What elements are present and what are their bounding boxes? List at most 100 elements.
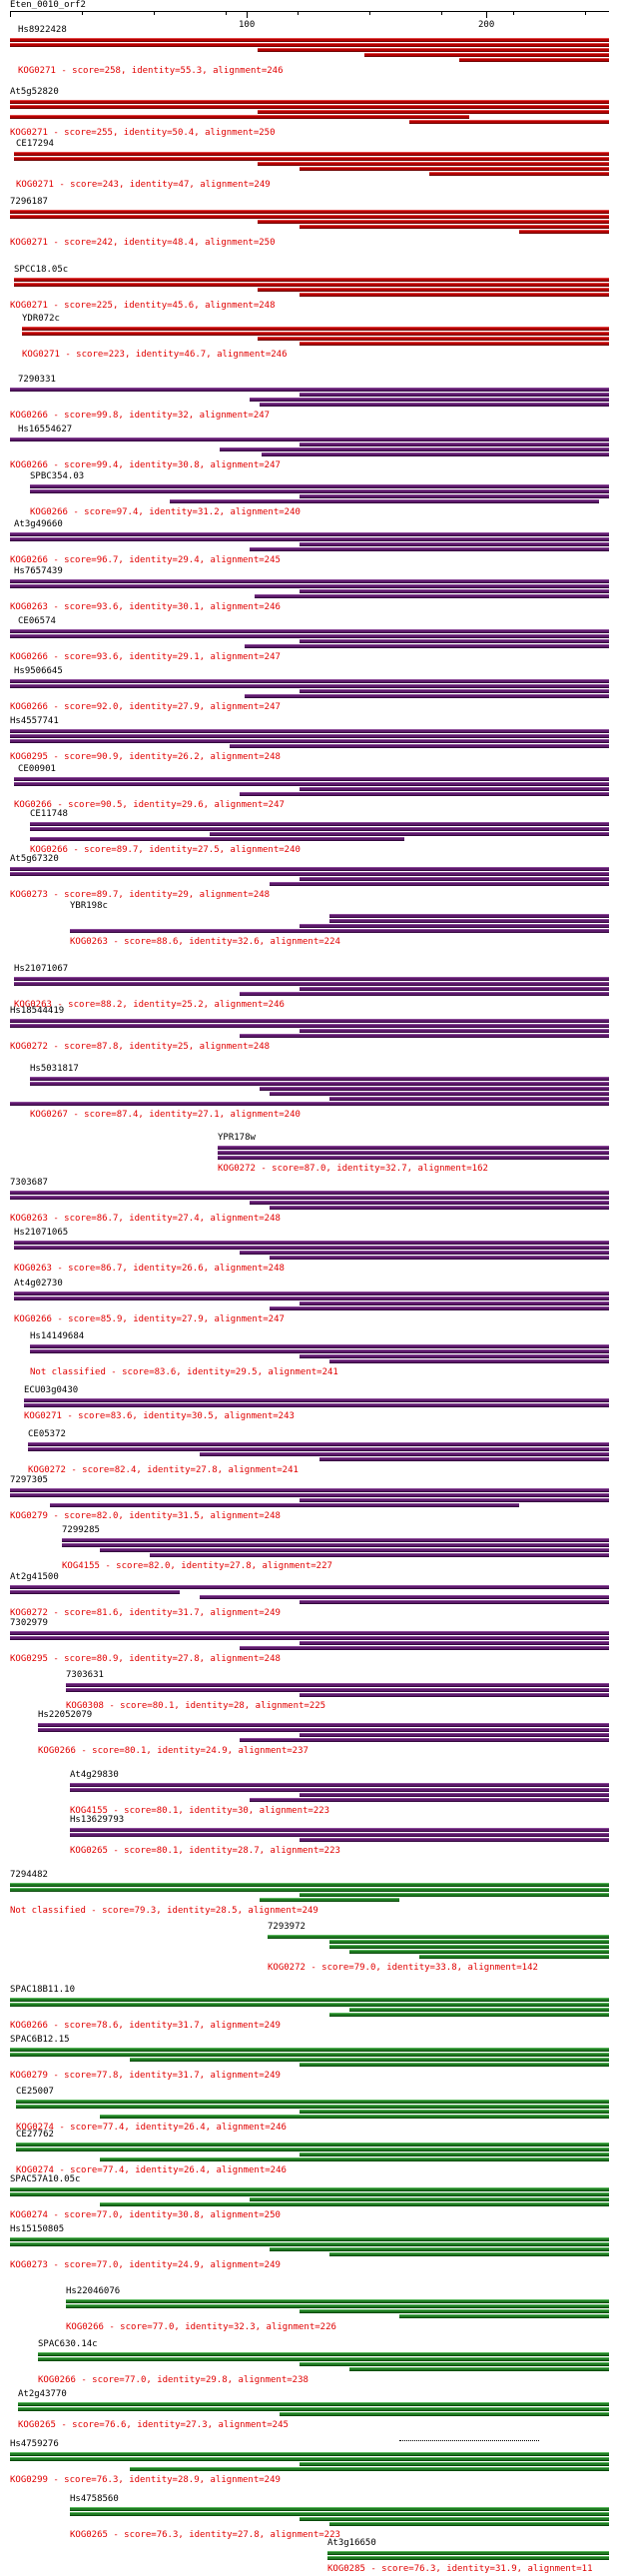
alignment-bar bbox=[245, 644, 609, 648]
hit-kog-summary: KOG0266 - score=99.8, identity=32, align… bbox=[10, 411, 271, 421]
hit-kog-summary: KOG0271 - score=242, identity=48.4, alig… bbox=[10, 238, 276, 248]
alignment-bar bbox=[260, 1898, 399, 1902]
hit-kog-summary: KOG0279 - score=77.8, identity=31.7, ali… bbox=[10, 2071, 281, 2081]
alignment-bar bbox=[10, 1585, 609, 1589]
alignment-bar bbox=[30, 1349, 609, 1353]
alignment-bar bbox=[300, 1693, 609, 1697]
alignment-bar bbox=[14, 1291, 609, 1295]
hit-kog-summary: KOG0266 - score=77.0, identity=29.8, ali… bbox=[38, 2375, 309, 2385]
alignment-bar bbox=[24, 1403, 609, 1407]
ruler-tick-label: 100 bbox=[239, 20, 256, 30]
hit-name: 7297305 bbox=[10, 1475, 48, 1485]
hit-name: SPAC57A10.05c bbox=[10, 2174, 81, 2184]
alignment-bar bbox=[399, 2314, 609, 2318]
hit-kog-summary: KOG0266 - score=97.4, identity=31.2, ali… bbox=[30, 507, 301, 517]
alignment-bar bbox=[62, 1538, 609, 1542]
alignment-bar bbox=[10, 43, 609, 47]
alignment-bar bbox=[258, 110, 609, 114]
alignment-bar bbox=[300, 924, 609, 928]
hit-kog-summary: KOG0266 - score=85.9, identity=27.9, ali… bbox=[14, 1314, 285, 1324]
alignment-bar bbox=[250, 398, 609, 402]
alignment-bar bbox=[70, 1828, 609, 1832]
alignment-bar bbox=[70, 1788, 609, 1792]
alignment-bar bbox=[409, 120, 609, 124]
alignment-bar bbox=[300, 494, 609, 498]
hit-kog-summary: KOG0274 - score=77.0, identity=30.8, ali… bbox=[10, 2210, 281, 2220]
alignment-bar bbox=[270, 1092, 609, 1096]
hit-kog-summary: KOG0308 - score=80.1, identity=28, align… bbox=[66, 1701, 326, 1711]
alignment-bar bbox=[519, 230, 609, 234]
ruler-tick bbox=[441, 11, 442, 15]
alignment-bar bbox=[329, 2252, 609, 2256]
alignment-bar bbox=[300, 442, 609, 446]
alignment-bar bbox=[10, 388, 609, 392]
alignment-bar bbox=[329, 2013, 609, 2017]
alignment-bar bbox=[300, 1600, 609, 1604]
alignment-bar bbox=[14, 152, 609, 156]
hit-name: 7299285 bbox=[62, 1525, 100, 1535]
hit-kog-summary: KOG0295 - score=80.9, identity=27.8, ali… bbox=[10, 1654, 281, 1664]
hit-name: At4g29830 bbox=[70, 1770, 119, 1780]
alignment-bar bbox=[258, 48, 609, 52]
alignment-bar bbox=[10, 2053, 609, 2057]
alignment-bar bbox=[10, 2237, 609, 2241]
ruler-tick bbox=[513, 11, 514, 15]
ruler-tick bbox=[369, 11, 370, 15]
ruler-tick bbox=[226, 11, 227, 15]
alignment-bar bbox=[150, 1553, 609, 1557]
alignment-bar bbox=[10, 2457, 609, 2461]
alignment-bar bbox=[66, 1688, 609, 1692]
hit-kog-summary: KOG0271 - score=258, identity=55.3, alig… bbox=[18, 66, 284, 76]
alignment-bar bbox=[10, 1102, 609, 1106]
alignment-bar bbox=[270, 1206, 609, 1210]
alignment-bar bbox=[10, 872, 609, 876]
alignment-bar bbox=[10, 1631, 609, 1635]
hit-name: CE06574 bbox=[18, 616, 56, 626]
alignment-bar bbox=[240, 992, 609, 996]
hit-name: CE17294 bbox=[16, 139, 54, 149]
hit-name: 7302979 bbox=[10, 1618, 48, 1628]
alignment-bar bbox=[10, 100, 609, 104]
alignment-bar bbox=[10, 679, 609, 683]
alignment-bar bbox=[10, 1998, 609, 2002]
hit-name: Hs13629793 bbox=[70, 1815, 125, 1825]
alignment-bar bbox=[16, 2105, 609, 2109]
alignment-bar bbox=[38, 1723, 609, 1727]
alignment-bar bbox=[14, 278, 609, 282]
hit-kog-summary: KOG4155 - score=80.1, identity=30, align… bbox=[70, 1806, 330, 1816]
alignment-bar bbox=[14, 977, 609, 981]
alignment-bar bbox=[327, 2556, 609, 2560]
hit-name: 7294482 bbox=[10, 1870, 48, 1880]
hit-kog-summary: KOG0274 - score=77.4, identity=26.4, ali… bbox=[16, 2165, 287, 2175]
alignment-bar bbox=[349, 2008, 609, 2012]
alignment-bar bbox=[10, 2452, 609, 2456]
alignment-bar bbox=[30, 822, 609, 826]
alignment-bar bbox=[300, 787, 609, 791]
hit-name: Hs4758560 bbox=[70, 2494, 119, 2504]
hit-name: At5g67320 bbox=[10, 854, 59, 864]
hit-kog-summary: KOG0273 - score=77.0, identity=24.9, ali… bbox=[10, 2260, 281, 2270]
alignment-bar bbox=[300, 1641, 609, 1645]
alignment-bar bbox=[230, 744, 609, 748]
alignment-bar bbox=[16, 2143, 609, 2147]
hit-name: Hs7657439 bbox=[14, 566, 63, 576]
alignment-bar bbox=[10, 1590, 180, 1594]
alignment-bar bbox=[10, 734, 609, 738]
alignment-bar bbox=[10, 1636, 609, 1640]
alignment-bar bbox=[240, 1034, 609, 1038]
hit-name: 7303687 bbox=[10, 1178, 48, 1188]
ruler-tick bbox=[585, 11, 586, 15]
alignment-bar bbox=[10, 2048, 609, 2052]
alignment-bar bbox=[30, 827, 609, 831]
alignment-bar bbox=[10, 1488, 609, 1492]
alignment-bar bbox=[300, 1354, 609, 1358]
alignment-bar bbox=[66, 1683, 609, 1687]
hit-name: Hs4557741 bbox=[10, 716, 59, 726]
alignment-bar bbox=[300, 1029, 609, 1033]
alignment-bar bbox=[300, 1793, 609, 1797]
alignment-bar bbox=[300, 2309, 609, 2313]
alignment-bar bbox=[50, 1503, 519, 1507]
alignment-bar bbox=[70, 1783, 609, 1787]
ruler-tick bbox=[10, 11, 11, 17]
alignment-bar bbox=[240, 1646, 609, 1650]
